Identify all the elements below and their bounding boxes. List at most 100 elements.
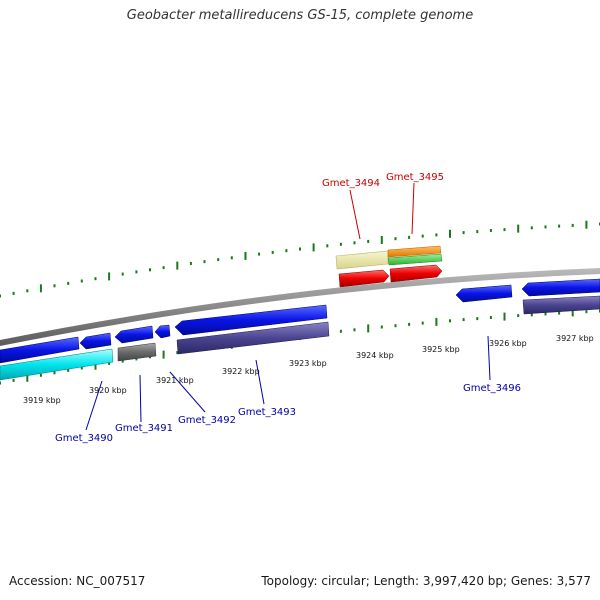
major-tick	[94, 361, 97, 370]
gene-label-gmet-3496[interactable]: Gmet_3496	[463, 383, 521, 394]
minor-tick	[380, 325, 383, 329]
gene-cds-gray	[117, 342, 157, 362]
minor-tick	[339, 242, 342, 246]
minor-tick	[26, 289, 29, 293]
minor-tick	[476, 317, 479, 321]
minor-tick	[585, 310, 588, 314]
gene-label-gmet-3493[interactable]: Gmet_3493	[238, 407, 296, 418]
kbp-label-3927: 3927 kbp	[556, 334, 594, 343]
minor-tick	[203, 260, 206, 264]
minor-tick	[230, 256, 233, 260]
major-tick	[585, 220, 588, 229]
minor-tick	[149, 268, 151, 272]
major-tick	[108, 272, 111, 281]
minor-tick	[326, 244, 329, 248]
minor-tick	[421, 234, 424, 238]
minor-tick	[299, 247, 301, 251]
minor-tick	[339, 329, 342, 333]
minor-tick	[217, 258, 220, 262]
minor-tick	[53, 284, 56, 288]
gene-cds-purple-3496	[522, 295, 600, 315]
minor-tick	[0, 294, 1, 298]
minor-tick	[544, 312, 547, 316]
major-tick	[26, 373, 29, 382]
gene-arrow-left-3491	[114, 325, 154, 344]
major-tick	[244, 251, 247, 260]
minor-tick	[558, 311, 561, 315]
minor-tick	[108, 361, 111, 365]
minor-tick	[121, 359, 124, 363]
map-title: Geobacter metallireducens GS-15, complet…	[126, 8, 474, 23]
minor-tick	[80, 366, 83, 370]
minor-tick	[503, 228, 506, 232]
major-tick	[39, 284, 42, 293]
minor-tick	[67, 368, 70, 372]
minor-tick	[0, 381, 1, 385]
minor-tick	[435, 233, 438, 237]
gene-arrow-left-3496b	[521, 278, 600, 297]
minor-tick	[94, 277, 97, 281]
minor-tick	[271, 250, 274, 254]
minor-tick	[39, 373, 42, 377]
gene-feature-khaki	[335, 250, 389, 270]
gene-label-gmet-3494[interactable]: Gmet_3494	[322, 178, 380, 189]
leader-line-3490	[85, 380, 103, 431]
gene-label-gmet-3495[interactable]: Gmet_3495	[386, 172, 444, 183]
major-tick	[449, 229, 451, 238]
minor-tick	[367, 239, 370, 243]
minor-tick	[571, 223, 574, 227]
minor-tick	[176, 351, 179, 355]
kbp-label-3921: 3921 kbp	[156, 376, 194, 385]
gene-label-gmet-3490[interactable]: Gmet_3490	[55, 433, 113, 444]
minor-tick	[462, 231, 465, 235]
major-tick	[503, 312, 506, 321]
minor-tick	[285, 249, 288, 253]
gene-label-gmet-3491[interactable]: Gmet_3491	[115, 423, 173, 434]
minor-tick	[476, 230, 479, 234]
gene-arrow-left-3496a	[455, 284, 513, 303]
major-tick	[435, 317, 438, 326]
gene-feature-red-3494	[338, 269, 390, 288]
minor-tick	[162, 266, 165, 270]
major-tick	[312, 243, 315, 252]
leader-line-3495	[411, 182, 415, 235]
leader-line-3496	[487, 335, 491, 381]
kbp-label-3926: 3926 kbp	[489, 339, 527, 348]
minor-tick	[394, 237, 397, 241]
major-tick	[162, 350, 165, 359]
minor-tick	[544, 225, 547, 229]
leader-line-3491	[139, 374, 142, 423]
minor-tick	[489, 229, 492, 232]
kbp-label-3919: 3919 kbp	[23, 396, 61, 405]
major-tick	[571, 308, 574, 317]
minor-tick	[189, 262, 192, 265]
gene-cds-purple-3493	[176, 321, 330, 355]
chromosome-backbone	[0, 268, 600, 346]
gene-arrow-left-3492a	[154, 324, 171, 339]
kbp-label-3924: 3924 kbp	[356, 351, 394, 360]
gene-arrow-left-3490a	[0, 336, 80, 364]
minor-tick	[135, 270, 138, 274]
minor-tick	[421, 321, 424, 325]
minor-tick	[530, 313, 533, 317]
major-tick	[517, 224, 520, 233]
gene-label-gmet-3492[interactable]: Gmet_3492	[178, 415, 236, 426]
minor-tick	[462, 318, 465, 322]
minor-tick	[67, 281, 70, 285]
gene-feature-green	[387, 253, 443, 266]
major-tick	[367, 324, 370, 333]
minor-tick	[449, 319, 451, 323]
minor-tick	[408, 235, 411, 239]
kbp-label-3920: 3920 kbp	[89, 386, 127, 395]
kbp-label-3922: 3922 kbp	[222, 367, 260, 376]
minor-tick	[135, 357, 138, 361]
minor-tick	[394, 324, 397, 328]
minor-tick	[53, 371, 56, 375]
minor-tick	[489, 316, 492, 319]
minor-tick	[80, 279, 83, 283]
gene-feature-red-3495	[389, 264, 443, 283]
leader-line-3493	[255, 359, 265, 405]
kbp-label-3925: 3925 kbp	[422, 345, 460, 354]
minor-tick	[408, 322, 411, 326]
